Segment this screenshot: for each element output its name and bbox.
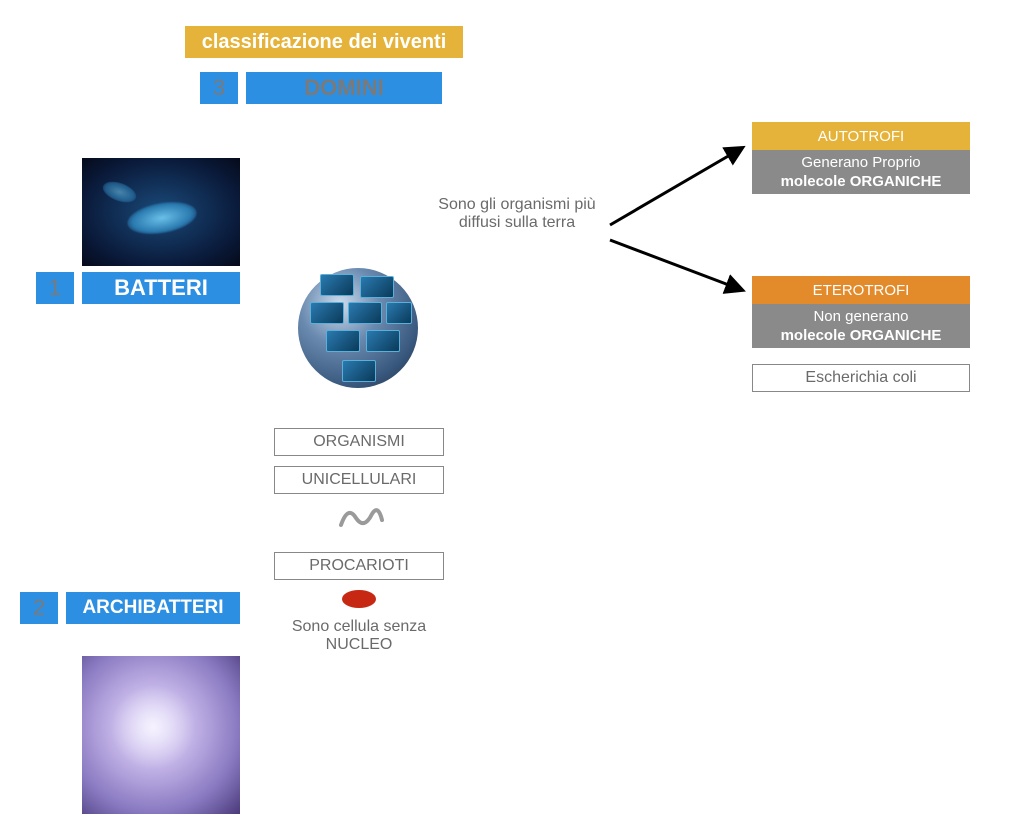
archi-label: ARCHIBATTERI — [82, 597, 223, 619]
eterotrofi-desc: Non generano molecole ORGANICHE — [752, 304, 970, 348]
eterotrofi-example: Escherichia coli — [752, 364, 970, 392]
archi-number: 2 — [33, 595, 45, 621]
autotrofi-desc: Generano Proprio molecole ORGANICHE — [752, 150, 970, 194]
eterotrofi-header-text: ETEROTROFI — [813, 282, 910, 299]
archi-caption: Sono cellula senza NUCLEO — [284, 618, 434, 654]
archi-box1-text: ORGANISMI — [313, 433, 405, 451]
autotrofi-desc-line1: Generano Proprio — [801, 153, 920, 173]
autotrofi-desc-line2: molecole ORGANICHE — [781, 172, 942, 192]
autotrofi-header-text: AUTOTROFI — [818, 128, 904, 145]
archi-box3-text: PROCARIOTI — [309, 557, 409, 575]
archi-number-box: 2 — [20, 592, 58, 624]
archi-box-procarioti: PROCARIOTI — [274, 552, 444, 580]
archibacteria-image — [82, 656, 240, 814]
archi-box2-text: UNICELLULARI — [302, 471, 417, 489]
eterotrofi-desc-line2: molecole ORGANICHE — [781, 326, 942, 346]
archi-caption-text: Sono cellula senza NUCLEO — [292, 618, 426, 653]
nucleus-oval-icon — [342, 590, 376, 608]
archi-box-organismi: ORGANISMI — [274, 428, 444, 456]
eterotrofi-header: ETEROTROFI — [752, 276, 970, 304]
autotrofi-header: AUTOTROFI — [752, 122, 970, 150]
archi-box-unicellulari: UNICELLULARI — [274, 466, 444, 494]
dna-squiggle-icon — [336, 500, 386, 541]
eterotrofi-example-text: Escherichia coli — [805, 369, 916, 387]
archi-label-box: ARCHIBATTERI — [66, 592, 240, 624]
eterotrofi-desc-line1: Non generano — [813, 307, 908, 327]
